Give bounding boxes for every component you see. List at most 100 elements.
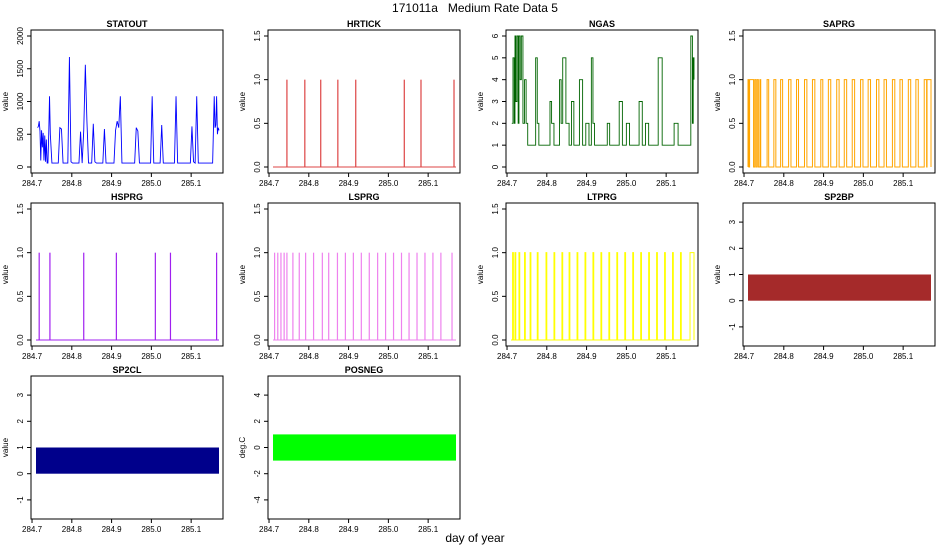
x-tick-label: 284.7 <box>259 352 280 361</box>
x-tick-label: 285.1 <box>418 525 439 534</box>
plot-frame <box>267 29 461 174</box>
plot-frame <box>505 29 699 174</box>
y-tick-label: 3 <box>491 99 500 104</box>
y-tick-label: -4 <box>253 496 262 504</box>
y-tick-label: 0 <box>253 445 262 450</box>
x-tick-label: 284.9 <box>577 179 598 188</box>
y-tick-label: 2 <box>16 419 25 424</box>
y-tick-label: 1000 <box>16 92 25 110</box>
x-tick-label: 284.8 <box>774 179 795 188</box>
y-axis-label: value <box>476 91 485 111</box>
x-tick-label: 285.1 <box>656 179 677 188</box>
series-band <box>273 434 456 461</box>
x-tick-label: 284.8 <box>774 352 795 361</box>
y-tick-label: -1 <box>16 496 25 504</box>
x-tick-label: 285.0 <box>378 525 399 534</box>
panel-title: SP2BP <box>824 192 854 202</box>
x-tick-label: 284.7 <box>734 179 755 188</box>
y-tick-label: 1.5 <box>16 203 25 215</box>
y-tick-label: 0.0 <box>728 161 737 173</box>
y-axis-label: value <box>1 91 10 111</box>
panel-sp2bp: SP2BP value 284.7 284.8 284.9 285.0 285.1 -1 0 1 2… <box>713 192 936 361</box>
y-tick-label: 1.5 <box>253 203 262 215</box>
series-line <box>37 56 220 165</box>
series-line <box>747 79 932 168</box>
y-tick-label: 0.0 <box>253 334 262 346</box>
y-tick-label: 1.0 <box>728 74 737 86</box>
x-tick-label: 284.9 <box>102 179 123 188</box>
panel-lsprg: LSPRG value 284.7 284.8 284.9 285.0 285.1 0.0 0.… <box>238 192 461 361</box>
y-axis-label: value <box>713 91 722 111</box>
y-tick-label: 2000 <box>16 27 25 45</box>
x-tick-label: 284.8 <box>537 352 558 361</box>
series-band <box>36 447 219 474</box>
y-tick-label: 2 <box>253 419 262 424</box>
y-axis-label: value <box>238 264 247 284</box>
x-tick-label: 285.0 <box>616 352 637 361</box>
x-tick-label: 284.8 <box>62 525 83 534</box>
y-tick-label: 3 <box>16 392 25 397</box>
y-axis-label: deg.C <box>238 437 247 459</box>
y-tick-label: 5 <box>491 55 500 60</box>
x-tick-label: 284.7 <box>259 525 280 534</box>
x-tick-label: 285.1 <box>893 179 914 188</box>
x-axis-label: day of year <box>445 531 505 545</box>
y-tick-label: 1.5 <box>728 30 737 42</box>
panel-title: LSPRG <box>348 192 379 202</box>
series-line <box>511 252 695 341</box>
panel-posneg: POSNEG deg.C 284.7 284.8 284.9 285.0 285.1 -4 -2… <box>238 365 461 534</box>
x-tick-label: 284.9 <box>814 179 835 188</box>
panel-title: POSNEG <box>345 365 384 375</box>
x-tick-label: 285.1 <box>181 525 202 534</box>
panel-title: STATOUT <box>107 19 148 29</box>
plot-frame <box>30 29 224 174</box>
y-tick-label: 3 <box>728 219 737 224</box>
panel-sp2cl: SP2CL value 284.7 284.8 284.9 285.0 285.1 -1 0 1 2… <box>1 365 224 534</box>
x-tick-label: 285.1 <box>893 352 914 361</box>
y-tick-label: 0.5 <box>491 290 500 302</box>
y-tick-label: 1.0 <box>253 247 262 259</box>
y-axis-label: value <box>713 264 722 284</box>
y-tick-label: 1 <box>16 445 25 450</box>
y-tick-label: 0.5 <box>253 290 262 302</box>
y-tick-label: 0 <box>16 471 25 476</box>
x-tick-label: 284.8 <box>299 352 320 361</box>
x-tick-label: 284.9 <box>577 352 598 361</box>
series-band <box>748 274 931 301</box>
panel-saprg: SAPRG value 284.7 284.8 284.9 285.0 285.1 0.0 0.… <box>713 19 936 188</box>
x-tick-label: 285.0 <box>141 352 162 361</box>
panel-hsprg: HSPRG value 284.7 284.8 284.9 285.0 285.1 0.0 0.… <box>1 192 224 361</box>
x-tick-label: 284.7 <box>22 525 43 534</box>
y-tick-label: 1 <box>728 272 737 277</box>
x-tick-label: 284.9 <box>102 525 123 534</box>
x-tick-label: 284.7 <box>497 352 518 361</box>
y-tick-label: 2 <box>728 246 737 251</box>
x-tick-label: 284.7 <box>497 179 518 188</box>
y-axis-label: value <box>476 264 485 284</box>
y-tick-label: 2 <box>491 121 500 126</box>
series-line <box>511 35 695 146</box>
x-tick-label: 285.0 <box>853 179 874 188</box>
y-tick-label: 1500 <box>16 59 25 77</box>
panel-statout: STATOUT value 284.7 284.8 284.9 285.0 285.1 0 50… <box>1 19 224 188</box>
y-tick-label: 1.5 <box>253 30 262 42</box>
x-tick-label: 284.9 <box>339 525 360 534</box>
x-tick-label: 285.0 <box>853 352 874 361</box>
x-tick-label: 284.8 <box>62 352 83 361</box>
panel-ngas: NGAS value 284.7 284.8 284.9 285.0 285.1 0 1 2 3 4 5… <box>476 19 699 188</box>
y-tick-label: 0.5 <box>253 117 262 129</box>
y-tick-label: 0 <box>16 164 25 169</box>
x-tick-label: 284.7 <box>259 179 280 188</box>
y-tick-label: 0 <box>728 298 737 303</box>
y-tick-label: 6 <box>491 33 500 38</box>
y-tick-label: 1.5 <box>491 203 500 215</box>
x-tick-label: 284.8 <box>299 179 320 188</box>
x-tick-label: 284.8 <box>299 525 320 534</box>
plot-frame <box>505 202 699 347</box>
x-tick-label: 284.9 <box>339 179 360 188</box>
panel-title: LTPRG <box>587 192 617 202</box>
x-tick-label: 284.9 <box>339 352 360 361</box>
x-tick-label: 285.1 <box>418 352 439 361</box>
x-tick-label: 285.1 <box>181 352 202 361</box>
